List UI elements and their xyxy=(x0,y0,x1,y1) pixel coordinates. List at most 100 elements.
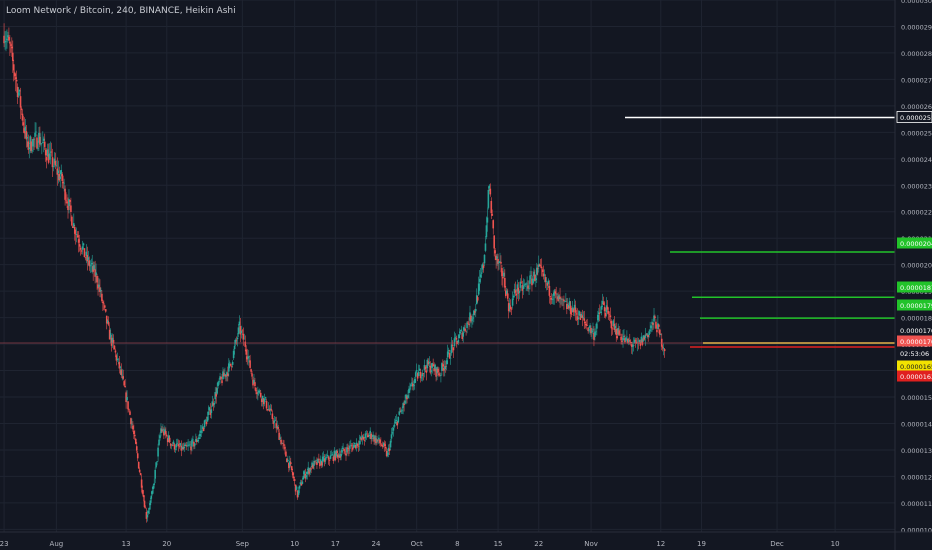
candle-body xyxy=(562,298,564,300)
candle-body xyxy=(172,441,175,445)
candle-body xyxy=(83,248,86,258)
candle-body xyxy=(165,434,168,436)
candle-body xyxy=(290,466,293,470)
candle-body xyxy=(350,445,352,446)
candle-body xyxy=(285,451,287,457)
candle-body xyxy=(256,392,258,394)
candle-body xyxy=(631,346,634,347)
candle-body xyxy=(311,462,313,468)
price-label-green2-text: 0.00001877 xyxy=(900,284,932,292)
candle-body xyxy=(229,363,232,366)
candle-body xyxy=(195,439,197,442)
candle-body xyxy=(471,319,473,321)
candle-body xyxy=(16,86,19,97)
candle-body xyxy=(157,447,159,457)
candle-body xyxy=(458,334,461,339)
candle-body xyxy=(287,459,289,462)
candle-body xyxy=(84,257,87,259)
candle-body xyxy=(568,301,571,306)
candle-body xyxy=(476,297,479,301)
candle-body xyxy=(500,261,502,264)
x-tick-label: 20 xyxy=(162,540,171,548)
candle-body xyxy=(495,255,497,260)
candle-body xyxy=(133,430,135,435)
candle-body xyxy=(142,494,145,498)
candle-body xyxy=(407,395,409,398)
candle-body xyxy=(397,416,400,423)
candle-body xyxy=(567,304,569,308)
candle-body xyxy=(222,371,224,379)
candle-body xyxy=(310,468,312,470)
candle-body xyxy=(439,375,441,376)
candle-body xyxy=(375,438,377,444)
candle-body xyxy=(255,387,257,392)
candle-body xyxy=(250,369,252,372)
candle-body xyxy=(501,268,503,277)
candle-body xyxy=(655,321,657,329)
candle-body xyxy=(288,462,290,469)
candle-body xyxy=(235,339,238,341)
candle-body xyxy=(225,374,227,377)
candle-body xyxy=(538,264,541,266)
candle-body xyxy=(8,36,10,41)
candle-body xyxy=(150,495,153,499)
candle-body xyxy=(388,448,391,451)
candle-body xyxy=(448,353,451,359)
candle-body xyxy=(570,314,573,315)
candle-body xyxy=(164,429,166,434)
candle-body xyxy=(582,317,585,318)
candle-body xyxy=(278,432,280,440)
candle-body xyxy=(171,444,174,446)
candle-body xyxy=(239,326,242,335)
candle-body xyxy=(3,35,5,44)
candle-body xyxy=(347,447,349,449)
candle-body xyxy=(395,419,398,421)
candle-body xyxy=(25,131,28,140)
candle-body xyxy=(63,182,65,184)
candle-body xyxy=(466,322,468,328)
candle-body xyxy=(433,368,435,372)
x-tick-label: 12 xyxy=(656,540,665,548)
candle-body xyxy=(410,384,412,387)
candle-body xyxy=(180,445,183,451)
price-label-green3-text: 0.00001798 xyxy=(900,302,932,310)
candle-body xyxy=(522,285,525,290)
candle-body xyxy=(437,368,439,373)
candle-body xyxy=(80,250,83,252)
candle-body xyxy=(368,434,371,437)
candle-body xyxy=(393,424,396,427)
candle-body xyxy=(197,437,200,440)
candle-body xyxy=(425,370,428,373)
candle-body xyxy=(302,475,305,480)
candle-body xyxy=(196,439,199,442)
candle-body xyxy=(257,393,259,395)
candle-body xyxy=(276,426,279,428)
candle-body xyxy=(516,284,519,292)
candle-body xyxy=(174,449,177,450)
candle-body xyxy=(119,366,122,368)
candle-body xyxy=(394,421,397,424)
candle-body xyxy=(27,141,30,150)
candle-body xyxy=(205,421,208,425)
candle-body xyxy=(453,338,456,347)
candle-body xyxy=(292,476,295,479)
candle-body xyxy=(187,445,189,446)
candle-body xyxy=(305,475,308,478)
candle-body xyxy=(335,450,338,457)
candle-body xyxy=(145,511,148,519)
candle-body xyxy=(523,284,526,286)
candle-body xyxy=(216,388,218,394)
candle-body xyxy=(421,373,424,377)
candle-body xyxy=(600,305,603,310)
candle-body xyxy=(401,410,403,412)
candle-body xyxy=(533,271,535,277)
candle-body xyxy=(629,341,632,343)
y-tick-label: 0.00001100 xyxy=(901,500,932,508)
candle-body xyxy=(351,447,354,450)
candle-body xyxy=(20,108,23,110)
candle-body xyxy=(6,38,8,41)
candle-body xyxy=(490,200,493,214)
